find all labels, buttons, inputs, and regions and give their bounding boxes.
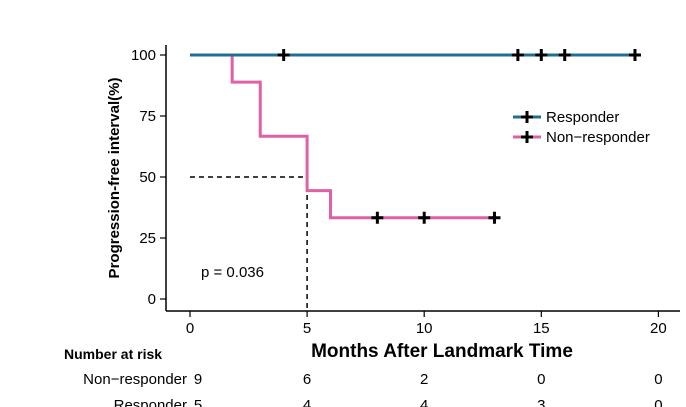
x-tick-label: 15 <box>533 320 550 337</box>
censor-mark-responder <box>558 49 571 61</box>
series-line-non-responder <box>190 53 495 220</box>
risk-count-cell: 9 <box>194 371 202 388</box>
censor-mark-responder <box>628 49 641 61</box>
legend: Responder Non−responder <box>513 109 650 146</box>
risk-count-cell: 5 <box>194 397 202 407</box>
series-group <box>190 49 641 224</box>
risk-count-cell: 4 <box>303 397 311 407</box>
y-tick-label: 50 <box>139 169 156 186</box>
y-tick-label: 0 <box>148 291 156 308</box>
risk-table-title: Number at risk <box>64 346 162 362</box>
censor-mark-non-responder <box>488 211 501 224</box>
risk-count-cell: 4 <box>420 397 428 407</box>
risk-count-cell: 6 <box>303 371 311 388</box>
median-reference <box>190 176 308 311</box>
risk-count-cell: 2 <box>420 371 428 388</box>
x-tick-label: 20 <box>650 320 667 337</box>
risk-table: Non−responder 9 6 2 0 0 Responder 5 4 4 3 0 <box>83 371 662 407</box>
censor-mark-responder <box>535 49 548 61</box>
y-axis-title: Progression-free interval(%) <box>106 78 123 279</box>
legend-label-non-responder: Non−responder <box>546 129 650 146</box>
risk-count-cell: 0 <box>537 371 545 388</box>
risk-count-cell: 0 <box>654 397 662 407</box>
risk-row-label: Non−responder <box>83 371 187 388</box>
x-axis-title: Months After Landmark Time <box>311 341 573 362</box>
censor-mark-responder <box>511 49 524 61</box>
x-tick-label: 10 <box>416 320 433 337</box>
risk-count-cell: 0 <box>654 371 662 388</box>
y-tick-label: 25 <box>139 230 156 247</box>
risk-row-label: Responder <box>114 397 187 407</box>
censor-mark-non-responder <box>418 211 431 224</box>
y-tick-label: 100 <box>131 47 156 64</box>
x-ticks: 0 5 10 15 20 <box>186 311 667 337</box>
censor-mark-responder <box>277 49 290 61</box>
risk-count-cell: 3 <box>537 397 545 407</box>
censor-mark-non-responder <box>371 211 384 224</box>
x-tick-label: 0 <box>186 320 194 337</box>
axes <box>165 45 680 312</box>
y-ticks: 0 25 50 75 100 <box>131 47 166 308</box>
y-tick-label: 75 <box>139 108 156 125</box>
p-value-annotation: p = 0.036 <box>201 264 264 281</box>
legend-label-responder: Responder <box>546 109 619 126</box>
x-tick-label: 5 <box>303 320 311 337</box>
